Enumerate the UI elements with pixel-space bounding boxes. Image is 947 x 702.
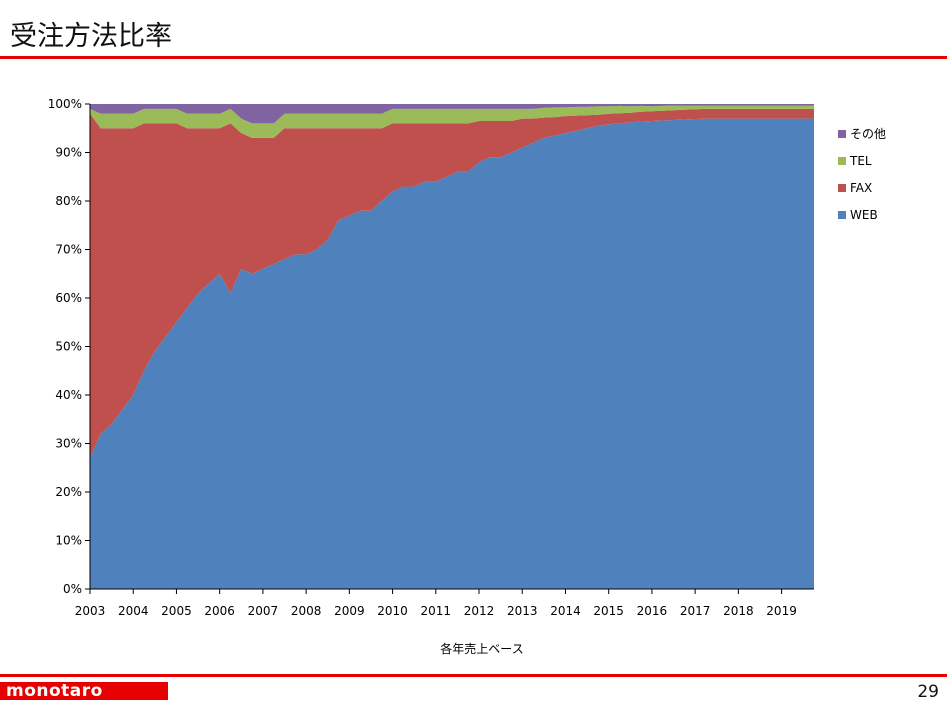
x-tick-label: 2012 xyxy=(464,604,495,618)
legend-label: TEL xyxy=(849,154,872,168)
y-tick-label: 50% xyxy=(55,340,82,354)
area-series-tel xyxy=(90,105,814,138)
area-series-fax xyxy=(90,108,814,459)
y-tick-label: 80% xyxy=(55,194,82,208)
legend-label: FAX xyxy=(850,181,872,195)
x-tick-label: 2004 xyxy=(118,604,149,618)
x-tick-label: 2015 xyxy=(593,604,624,618)
y-tick-label: 70% xyxy=(55,243,82,257)
y-tick-label: 60% xyxy=(55,291,82,305)
x-tick-label: 2007 xyxy=(248,604,279,618)
area-series-other xyxy=(90,104,814,124)
y-tick-label: 10% xyxy=(55,534,82,548)
y-tick-label: 90% xyxy=(55,146,82,160)
x-axis-title: 各年売上ベース xyxy=(440,641,523,656)
footer-divider xyxy=(0,674,947,677)
logo-text: monotaro xyxy=(6,681,103,701)
page-number: 29 xyxy=(917,682,939,702)
legend-label: WEB xyxy=(850,208,878,222)
x-tick-label: 2008 xyxy=(291,604,322,618)
x-tick-label: 2011 xyxy=(421,604,452,618)
x-tick-label: 2019 xyxy=(766,604,797,618)
x-tick-label: 2018 xyxy=(723,604,754,618)
y-tick-label: 100% xyxy=(48,97,82,111)
x-tick-label: 2010 xyxy=(377,604,408,618)
y-tick-label: 40% xyxy=(55,388,82,402)
slide-title: 受注方法比率 xyxy=(10,21,172,52)
legend-swatch xyxy=(838,157,846,165)
legend-swatch xyxy=(838,130,846,138)
x-tick-label: 2003 xyxy=(75,604,106,618)
x-tick-label: 2013 xyxy=(507,604,538,618)
legend-swatch xyxy=(838,211,846,219)
legend-swatch xyxy=(838,184,846,192)
y-tick-label: 20% xyxy=(55,485,82,499)
y-tick-label: 30% xyxy=(55,437,82,451)
title-divider xyxy=(0,56,947,59)
x-tick-label: 2016 xyxy=(637,604,668,618)
legend-label: その他 xyxy=(850,127,886,141)
y-tick-label: 0% xyxy=(63,582,82,596)
monotaro-logo: monotaro xyxy=(0,682,168,700)
x-tick-label: 2006 xyxy=(204,604,235,618)
x-tick-label: 2017 xyxy=(680,604,711,618)
x-tick-label: 2009 xyxy=(334,604,365,618)
x-tick-label: 2005 xyxy=(161,604,192,618)
area-series-web xyxy=(90,118,814,589)
x-tick-label: 2014 xyxy=(550,604,581,618)
